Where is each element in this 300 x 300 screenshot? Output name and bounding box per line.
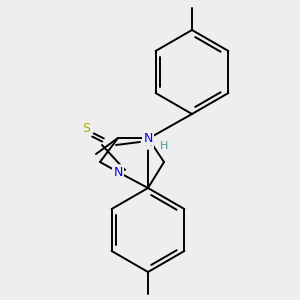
Text: N: N: [143, 136, 153, 148]
Text: S: S: [82, 122, 90, 134]
Text: N: N: [143, 131, 153, 145]
Text: H: H: [160, 141, 168, 151]
Text: N: N: [113, 166, 123, 178]
